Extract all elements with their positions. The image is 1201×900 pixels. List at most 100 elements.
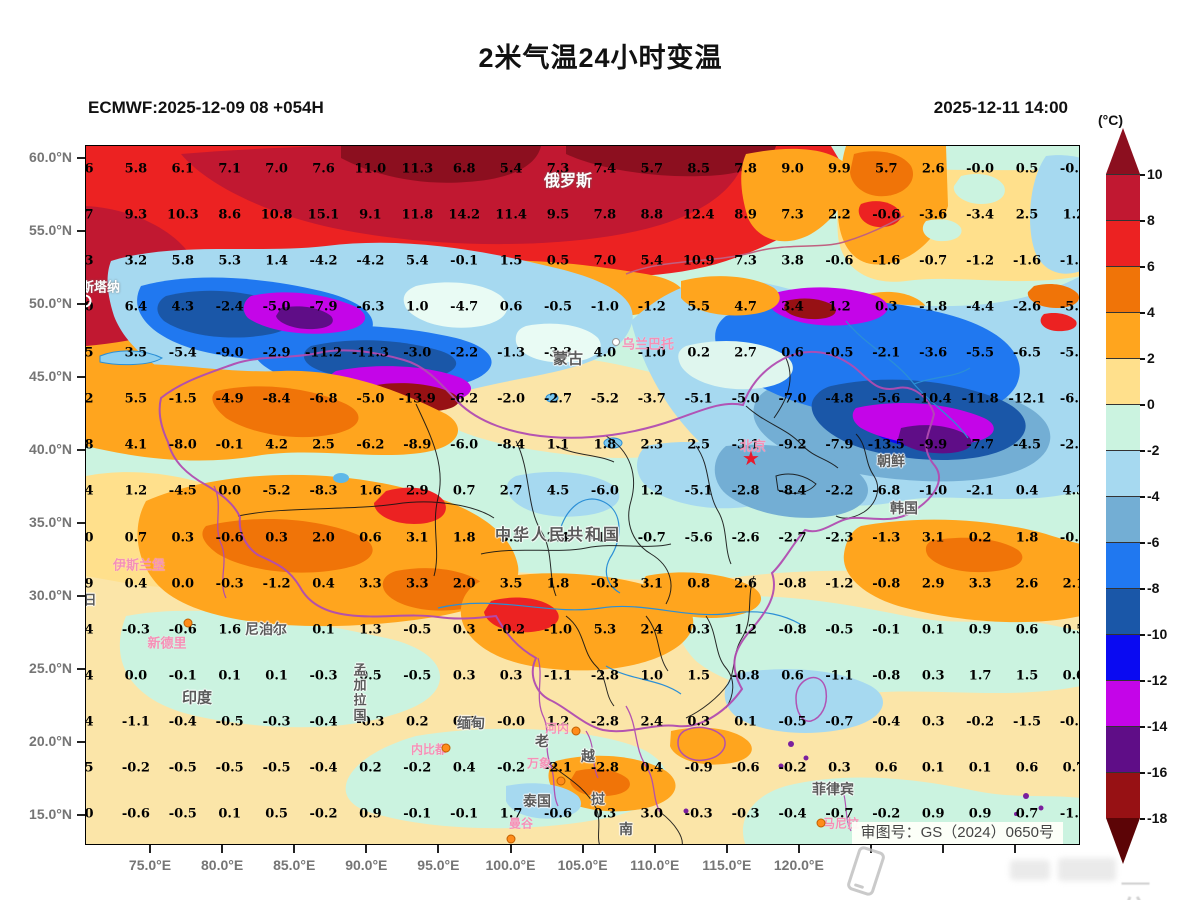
map-label: 菲律宾 bbox=[812, 781, 854, 797]
grid-value: -0.4 bbox=[778, 806, 807, 822]
grid-value: 3.8 bbox=[781, 253, 804, 269]
map-graphic bbox=[86, 146, 1079, 844]
grid-value: 6.8 bbox=[452, 161, 476, 177]
grid-value: -5.1 bbox=[684, 391, 713, 407]
grid-value: 9.0 bbox=[781, 161, 804, 177]
grid-value: -1.0 bbox=[637, 345, 666, 361]
grid-value: -0.1 bbox=[450, 806, 479, 822]
grid-value: 0.6 bbox=[1015, 760, 1039, 776]
grid-value: 0.7 bbox=[1015, 806, 1039, 822]
colorbar-tick bbox=[1140, 680, 1145, 682]
grid-value: -5.2 bbox=[590, 391, 619, 407]
grid-value: 1.4 bbox=[265, 253, 288, 269]
grid-value: 2.9 bbox=[405, 483, 429, 499]
colorbar-arrow-top bbox=[1106, 128, 1140, 174]
map-label: 日 bbox=[86, 590, 97, 609]
map-label: 中华人民共和国 bbox=[494, 527, 622, 544]
grid-value: 7.8 bbox=[734, 161, 757, 177]
colorbar-tick bbox=[1140, 404, 1145, 406]
grid-value: 8.9 bbox=[734, 207, 757, 223]
grid-value: -4.5 bbox=[168, 483, 197, 499]
grid-value: 0.1 bbox=[312, 622, 335, 638]
lon-tick bbox=[653, 845, 656, 853]
grid-value: 0.9 bbox=[968, 806, 992, 822]
grid-value: 2.5 bbox=[312, 437, 335, 453]
grid-value: -6.2 bbox=[356, 437, 385, 453]
grid-value: 9 bbox=[85, 576, 94, 592]
grid-value: 3.5 bbox=[499, 576, 523, 592]
grid-value: -5.1 bbox=[684, 483, 713, 499]
grid-value: -0.8 bbox=[778, 622, 807, 638]
grid-value: -0.5 bbox=[262, 760, 291, 776]
grid-value: 0.3 bbox=[593, 806, 617, 822]
grid-value: 3.3 bbox=[359, 576, 382, 592]
lon-tick bbox=[942, 845, 944, 853]
grid-value: 0.1 bbox=[968, 760, 992, 776]
grid-value: -4.8 bbox=[825, 391, 854, 407]
lat-tick-label: 45.0°N bbox=[29, 368, 72, 384]
grid-value: -0.2 bbox=[121, 760, 150, 776]
lat-tick-label: 20.0°N bbox=[29, 733, 72, 749]
lon-tick bbox=[149, 845, 151, 853]
lat-tick bbox=[77, 814, 85, 816]
grid-value: 1.3 bbox=[359, 622, 382, 638]
grid-value: 1.8 bbox=[1015, 530, 1039, 546]
grid-value: -5.6 bbox=[872, 391, 901, 407]
grid-value: -0.3 bbox=[215, 576, 244, 592]
grid-value: -11.2 bbox=[304, 345, 343, 361]
grid-value: -1.3 bbox=[872, 530, 901, 546]
grid-value: -1.5 bbox=[590, 530, 619, 546]
grid-value: -2.2 bbox=[825, 483, 854, 499]
grid-value: -1.2 bbox=[825, 576, 854, 592]
grid-value: -9.9 bbox=[919, 437, 948, 453]
map-label: 缅甸 bbox=[457, 715, 485, 731]
grid-value: 0.0 bbox=[124, 668, 148, 684]
grid-value: 1.2 bbox=[734, 622, 757, 638]
grid-value: 0.2 bbox=[405, 714, 429, 730]
lon-tick-label: 75.0°E bbox=[128, 857, 172, 873]
colorbar-tick-label: -6 bbox=[1147, 534, 1160, 550]
grid-value: 0.3 bbox=[921, 668, 945, 684]
grid-value: -0.7 bbox=[919, 253, 948, 269]
map-label: 南 bbox=[619, 821, 633, 837]
grid-value: -2.1 bbox=[543, 760, 573, 776]
grid-value: 1.2 bbox=[640, 483, 664, 499]
colorbar-segment bbox=[1106, 404, 1140, 450]
grid-value: 15.1 bbox=[307, 207, 340, 223]
grid-value: -1.3 bbox=[497, 345, 526, 361]
grid-value: -7.7 bbox=[966, 437, 995, 453]
grid-value: 4.1 bbox=[124, 437, 148, 453]
colorbar-segment bbox=[1106, 726, 1140, 772]
grid-value: 3.1 bbox=[405, 530, 429, 546]
colorbar-segment bbox=[1106, 174, 1140, 220]
grid-value: -6.0 bbox=[450, 437, 479, 453]
grid-value: -13.5 bbox=[867, 437, 905, 453]
grid-value: -6.3 bbox=[356, 299, 385, 315]
grid-value: 0.3 bbox=[265, 530, 288, 546]
grid-value: 0.2 bbox=[968, 530, 992, 546]
colorbar-segment bbox=[1106, 266, 1140, 312]
grid-value: -0.3 bbox=[684, 806, 713, 822]
colorbar-tick bbox=[1140, 726, 1145, 728]
watermark-blur bbox=[1058, 858, 1116, 881]
city-dot-icon bbox=[441, 743, 451, 753]
grid-value: -0.6 bbox=[731, 760, 760, 776]
colorbar-unit-label: (°C) bbox=[1098, 112, 1124, 128]
colorbar-tick bbox=[1140, 450, 1145, 452]
grid-value: -6.8 bbox=[309, 391, 338, 407]
colorbar-tick bbox=[1140, 174, 1145, 176]
grid-value: -2.7 bbox=[778, 530, 807, 546]
lat-tick bbox=[77, 157, 85, 159]
grid-value: 2.2 bbox=[828, 207, 851, 223]
lat-tick-label: 55.0°N bbox=[29, 222, 72, 238]
lon-tick bbox=[221, 845, 224, 853]
grid-value: -0.4 bbox=[309, 760, 338, 776]
grid-value: -0.7 bbox=[825, 714, 854, 730]
map-label: 泰国 bbox=[523, 793, 551, 809]
watermark-blur bbox=[1010, 860, 1050, 880]
colorbar-arrow-bottom bbox=[1106, 818, 1140, 864]
grid-value: 0.3 bbox=[452, 622, 476, 638]
grid-value: 0.5 bbox=[1062, 622, 1079, 638]
grid-value: -0.1 bbox=[1059, 530, 1079, 546]
colorbar-tick-label: 0 bbox=[1147, 396, 1155, 412]
